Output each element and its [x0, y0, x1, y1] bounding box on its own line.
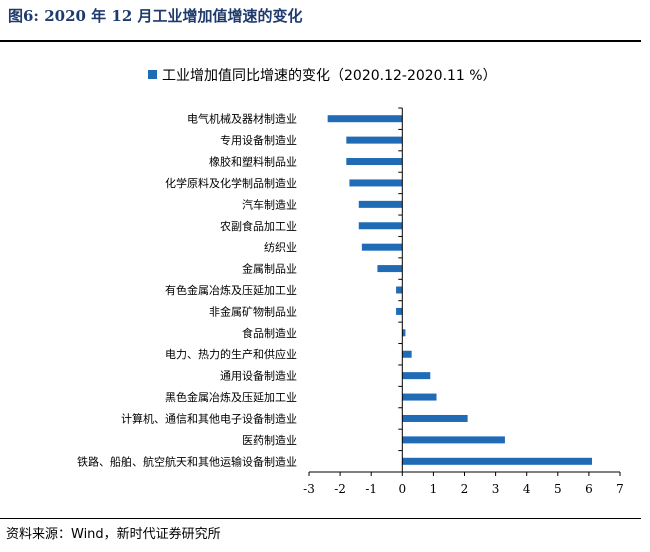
bar-16 — [402, 457, 593, 465]
category-label-1: 专用设备制造业 — [220, 133, 297, 147]
x-tick-label-7: 4 — [523, 482, 531, 496]
category-label-11: 电力、热力的生产和供应业 — [165, 347, 297, 361]
bar-2 — [346, 158, 403, 166]
bar-11 — [402, 350, 412, 358]
x-tick-label-4: 1 — [430, 482, 438, 496]
figure-title: 图6: 2020 年 12 月工业增加值增速的变化 — [8, 7, 303, 25]
source-note: 资料来源：Wind，新时代证券研究所 — [6, 527, 221, 542]
bar-5 — [358, 222, 403, 230]
bar-7 — [377, 265, 403, 273]
category-label-5: 农副食品加工业 — [220, 219, 297, 233]
x-tick-label-10: 7 — [616, 482, 624, 496]
bar-4 — [358, 200, 403, 208]
x-tick-label-2: -1 — [365, 482, 377, 496]
category-label-14: 计算机、通信和其他电子设备制造业 — [121, 411, 297, 425]
x-tick-label-9: 6 — [585, 482, 593, 496]
x-tick-label-1: -2 — [334, 482, 346, 496]
bar-12 — [402, 372, 431, 380]
x-tick-label-0: -3 — [303, 482, 315, 496]
bar-6 — [361, 243, 403, 251]
bar-10 — [402, 329, 406, 337]
x-tick-label-5: 2 — [461, 482, 469, 496]
category-label-10: 食品制造业 — [242, 326, 297, 340]
bar-chart: 工业增加值同比增速的变化（2020.12-2020.11 %） 电气机械及器材制… — [77, 68, 624, 496]
bar-8 — [396, 286, 403, 294]
bar-9 — [396, 307, 403, 315]
bar-3 — [349, 179, 403, 187]
category-label-2: 橡胶和塑料制品业 — [209, 155, 297, 169]
x-tick-label-6: 3 — [492, 482, 500, 496]
category-label-4: 汽车制造业 — [242, 197, 297, 211]
category-label-16: 铁路、船舶、航空航天和其他运输设备制造业 — [77, 454, 297, 468]
category-label-7: 金属制品业 — [242, 262, 297, 276]
bar-13 — [402, 393, 437, 401]
bar-15 — [402, 436, 505, 444]
category-label-0: 电气机械及器材制造业 — [187, 112, 297, 126]
top-rule — [0, 40, 641, 42]
chart-legend: 工业增加值同比增速的变化（2020.12-2020.11 %） — [148, 68, 497, 84]
legend-swatch — [148, 70, 157, 79]
category-label-3: 化学原料及化学制品制造业 — [165, 176, 297, 190]
category-label-15: 医药制造业 — [242, 433, 297, 447]
bar-1 — [346, 136, 403, 144]
bar-0 — [327, 115, 403, 123]
category-label-9: 非金属矿物制品业 — [209, 304, 297, 318]
category-label-6: 纺织业 — [264, 240, 297, 254]
x-tick-label-3: 0 — [398, 482, 406, 496]
category-label-12: 通用设备制造业 — [220, 369, 297, 383]
bar-14 — [402, 414, 468, 422]
category-label-13: 黑色金属冶炼及压延加工业 — [165, 390, 297, 404]
x-tick-label-8: 5 — [554, 482, 562, 496]
category-label-8: 有色金属冶炼及压延加工业 — [165, 283, 297, 297]
legend-label: 工业增加值同比增速的变化（2020.12-2020.11 %） — [162, 68, 497, 84]
bottom-rule — [0, 518, 641, 519]
